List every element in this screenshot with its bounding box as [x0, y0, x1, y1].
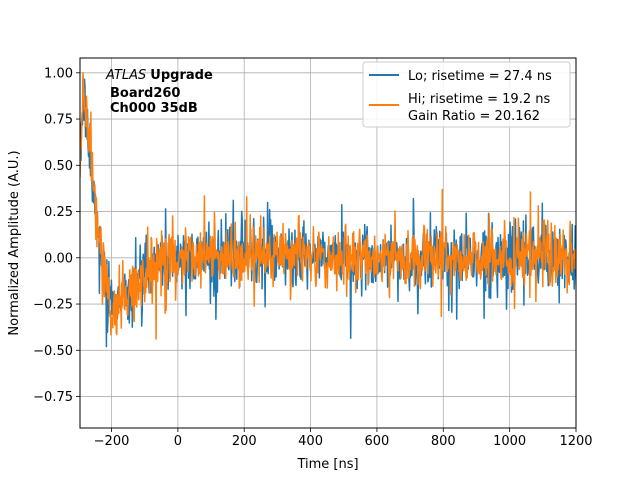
x-tick-label: 200	[232, 434, 257, 449]
y-tick-label: 0.75	[44, 113, 73, 128]
atlas-annotation: ATLAS Upgrade Board260 Ch000 35dB	[105, 68, 213, 116]
x-tick-label: −200	[94, 434, 130, 449]
y-tick-label: 0.25	[44, 205, 73, 220]
y-tick-label: 1.00	[44, 66, 73, 81]
annotation-board: Board260	[110, 86, 180, 101]
y-tick-label: 0.50	[44, 159, 73, 174]
x-tick-label: 400	[298, 434, 323, 449]
legend: Lo; risetime = 27.4 ns Hi; risetime = 19…	[362, 61, 571, 128]
legend-label-hi-line1: Hi; risetime = 19.2 ns	[408, 92, 550, 107]
annotation-atlas: ATLAS	[105, 68, 146, 83]
annotation-channel: Ch000 35dB	[110, 101, 198, 116]
x-tick-label: 0	[174, 434, 182, 449]
legend-label-hi: Hi; risetime = 19.2 ns Gain Ratio = 20.1…	[408, 92, 554, 124]
y-axis-label: Normalized Amplitude (A.U.)	[7, 150, 22, 335]
series-line-hi	[80, 72, 576, 340]
x-tick-label: 600	[365, 434, 390, 449]
legend-label-hi-line2: Gain Ratio = 20.162	[408, 109, 540, 124]
legend-box	[362, 61, 571, 128]
y-tick-label: 0.00	[44, 251, 73, 266]
x-axis-ticks: −200 0 200 400 600 800 1000 1200	[94, 428, 593, 449]
x-tick-label: 1000	[493, 434, 526, 449]
x-tick-label: 800	[431, 434, 456, 449]
y-tick-label: −0.75	[33, 390, 73, 405]
y-tick-label: −0.25	[33, 298, 73, 313]
series-group	[80, 72, 576, 348]
x-axis-label: Time [ns]	[296, 457, 358, 472]
annotation-line-1: ATLAS Upgrade	[105, 68, 213, 83]
legend-label-lo: Lo; risetime = 27.4 ns	[408, 69, 552, 84]
y-tick-label: −0.50	[33, 344, 73, 359]
x-tick-label: 1200	[559, 434, 592, 449]
plot-frame	[79, 57, 577, 429]
y-axis-ticks: −0.75 −0.50 −0.25 0.00 0.25 0.50 0.75 1.00	[33, 66, 80, 405]
annotation-upgrade: Upgrade	[150, 68, 213, 83]
